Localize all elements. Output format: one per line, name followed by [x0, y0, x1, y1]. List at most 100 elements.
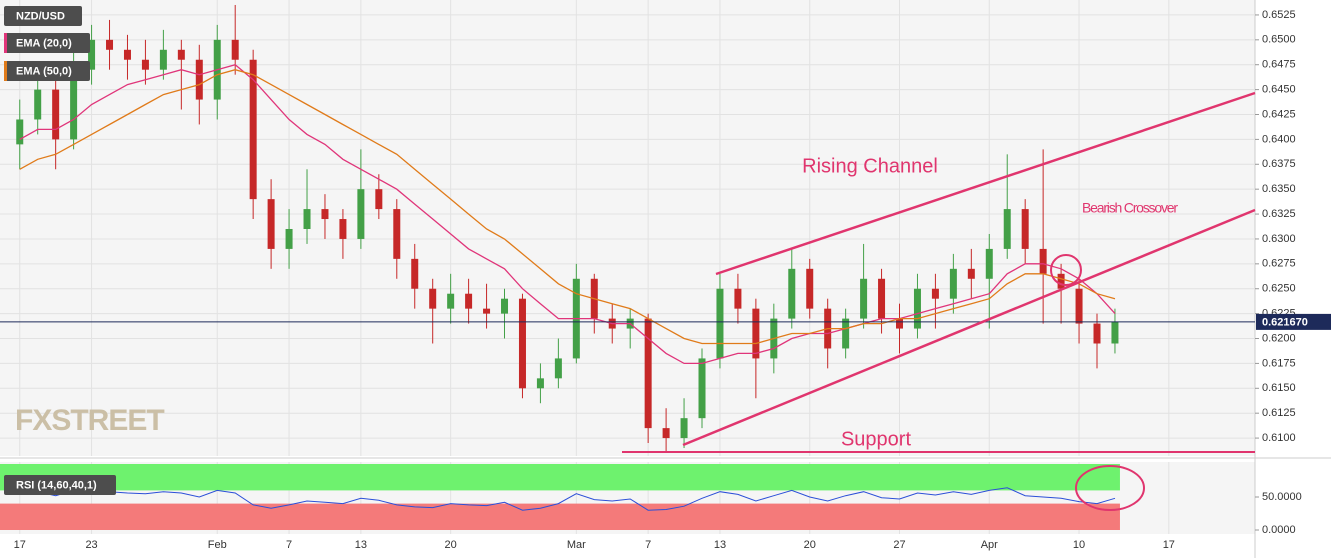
y-tick-label: 0.6150 [1262, 382, 1296, 394]
chart-title: NZD/USD [16, 10, 65, 22]
candle-body [931, 288, 939, 299]
candle-body [34, 89, 42, 120]
candle-body [518, 298, 526, 389]
ema-line [19, 63, 1116, 365]
candle-body [752, 308, 760, 359]
annotation: Support [841, 428, 911, 450]
y-tick-label: 0.0000 [1262, 524, 1296, 536]
candle-body [106, 39, 114, 50]
candle-body [159, 49, 167, 70]
x-tick-label: 17 [1163, 539, 1175, 551]
x-tick-label: 17 [14, 539, 26, 551]
candle-body [788, 268, 796, 319]
channel-lower [682, 208, 1256, 447]
candle-body [303, 209, 311, 229]
candle-body [1039, 248, 1047, 274]
y-tick-label: 0.6375 [1262, 158, 1296, 170]
candle-body [1057, 273, 1065, 289]
x-tick-label: 7 [645, 539, 651, 551]
candle-body [375, 189, 383, 210]
legend-box [4, 475, 116, 495]
x-tick-label: 13 [355, 539, 367, 551]
candle-body [88, 39, 96, 70]
candle-body [985, 248, 993, 279]
candle-body [949, 268, 957, 299]
candle-body [501, 298, 509, 314]
y-tick-label: 0.6250 [1262, 283, 1296, 295]
candle-body [680, 418, 688, 439]
x-tick-label: Mar [567, 539, 586, 551]
legend-box [4, 33, 90, 53]
candle-body [339, 219, 347, 239]
candle-body [662, 428, 670, 439]
y-tick-label: 0.6525 [1262, 9, 1296, 21]
x-tick-label: 10 [1073, 539, 1085, 551]
x-tick-label: 13 [714, 539, 726, 551]
y-tick-label: 50.0000 [1262, 491, 1302, 503]
candle-body [177, 49, 185, 60]
y-tick-label: 0.6100 [1262, 432, 1296, 444]
candle-body [644, 318, 652, 429]
candle-body [483, 308, 491, 314]
rsi-line [19, 487, 1116, 511]
annotation: Rising Channel [802, 155, 938, 177]
candle-body [70, 69, 78, 140]
candle-body [123, 49, 131, 60]
ema-line [19, 69, 1116, 345]
y-tick-label: 0.6275 [1262, 258, 1296, 270]
legend-label: EMA (20,0) [16, 37, 72, 49]
rsi-upper-band [0, 464, 1120, 491]
channel-upper [715, 91, 1256, 276]
x-tick-label: 20 [804, 539, 816, 551]
candle-body [1093, 323, 1101, 344]
candle-body [16, 119, 24, 145]
candle-body [357, 189, 365, 239]
candle-body [860, 278, 868, 319]
legend-swatch [4, 61, 7, 81]
watermark: FXSTREET [15, 404, 164, 437]
candle-body [913, 288, 921, 329]
candle-body [1075, 288, 1083, 324]
x-tick-label: Feb [208, 539, 227, 551]
annotation: Bearish Crossover [1082, 200, 1178, 216]
last-price-box [1256, 313, 1331, 330]
y-tick-label: 0.6200 [1262, 332, 1296, 344]
y-tick-label: 0.6500 [1262, 34, 1296, 46]
y-tick-label: 0.6425 [1262, 108, 1296, 120]
candle-body [231, 39, 239, 60]
x-tick-label: Apr [981, 539, 998, 551]
crossover-circle [1050, 254, 1082, 286]
candle-body [52, 89, 60, 140]
x-tick-label: 20 [445, 539, 457, 551]
candle-body [393, 209, 401, 259]
legend-box [4, 6, 82, 26]
candle-body [429, 288, 437, 309]
candle-body [734, 288, 742, 309]
last-price-label: 0.621670 [1262, 316, 1308, 328]
candle-body [806, 268, 814, 309]
candle-body [698, 358, 706, 419]
y-tick-label: 0.6125 [1262, 407, 1296, 419]
candle-body [896, 318, 904, 329]
price-pane [0, 0, 1255, 456]
candle-body [967, 268, 975, 279]
legend-label: EMA (50,0) [16, 65, 72, 77]
rsi-title: RSI (14,60,40,1) [16, 479, 97, 491]
y-tick-label: 0.6350 [1262, 183, 1296, 195]
candle-body [321, 209, 329, 220]
y-tick-label: 0.6325 [1262, 208, 1296, 220]
candle-body [249, 59, 257, 200]
y-tick-label: 0.6400 [1262, 133, 1296, 145]
candle-body [1021, 209, 1029, 249]
rsi-highlight [1075, 465, 1145, 511]
y-tick-label: 0.6475 [1262, 59, 1296, 71]
candle-body [1003, 209, 1011, 249]
candle-body [716, 288, 724, 359]
x-tick-label: 23 [85, 539, 97, 551]
candle-body [554, 358, 562, 379]
candle-body [195, 59, 203, 100]
candle-body [878, 278, 886, 319]
candle-body [447, 293, 455, 309]
legend-swatch [4, 33, 7, 53]
